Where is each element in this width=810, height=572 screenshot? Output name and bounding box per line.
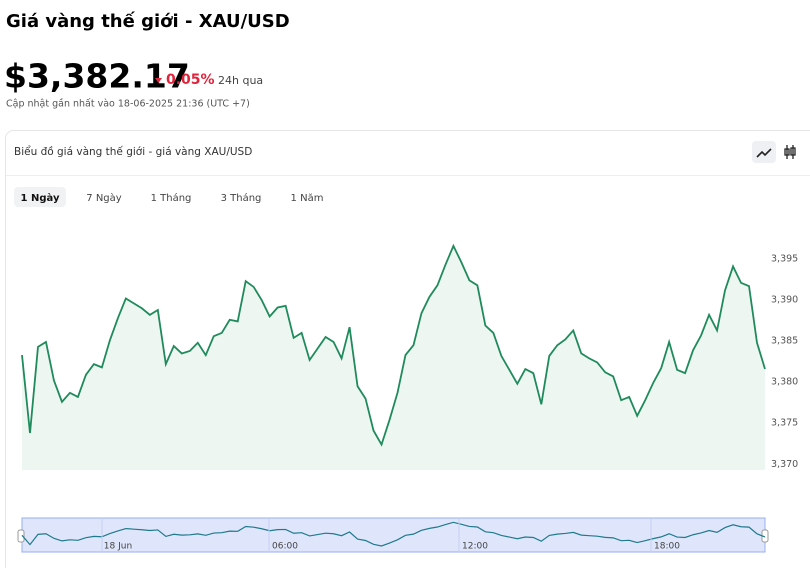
y-tick-label: 3,375 bbox=[771, 418, 798, 429]
y-tick-label: 3,390 bbox=[771, 295, 798, 306]
line-view-button[interactable] bbox=[752, 141, 776, 163]
navigator-label: 06:00 bbox=[272, 542, 298, 552]
area bbox=[22, 246, 765, 470]
navigator-label: 18 Jun bbox=[104, 542, 132, 552]
y-tick-label: 3,370 bbox=[771, 459, 798, 470]
candle-view-button[interactable] bbox=[785, 145, 795, 159]
updated: Cập nhật gần nhất vào 18-06-2025 21:36 (… bbox=[6, 99, 250, 110]
tab[interactable]: 3 Tháng bbox=[221, 192, 262, 204]
y-tick-label: 3,385 bbox=[771, 336, 798, 347]
tab[interactable]: 1 Ngày bbox=[21, 192, 60, 204]
title: Giá vàng thế giới - XAU/USD bbox=[6, 11, 290, 32]
period: 24h qua bbox=[218, 74, 263, 87]
tab[interactable]: 7 Ngày bbox=[86, 192, 121, 204]
tab[interactable]: 1 Tháng bbox=[151, 192, 192, 204]
price: $3,382.17 bbox=[4, 57, 190, 96]
tabs: 1 Ngày 7 Ngày 1 Tháng 3 Tháng 1 Năm bbox=[14, 187, 323, 207]
tab[interactable]: 1 Năm bbox=[291, 193, 324, 204]
navigator-label: 18:00 bbox=[654, 542, 680, 552]
plot: 3,370 3,375 3,380 3,385 3,390 3,395 bbox=[22, 246, 798, 470]
y-tick-label: 3,395 bbox=[771, 254, 798, 265]
card-title: Biểu đồ giá vàng thế giới - giá vàng XAU… bbox=[14, 145, 252, 158]
change: 0.05% bbox=[166, 72, 215, 88]
navigator-label: 12:00 bbox=[462, 542, 488, 552]
y-tick-label: 3,380 bbox=[771, 377, 798, 388]
